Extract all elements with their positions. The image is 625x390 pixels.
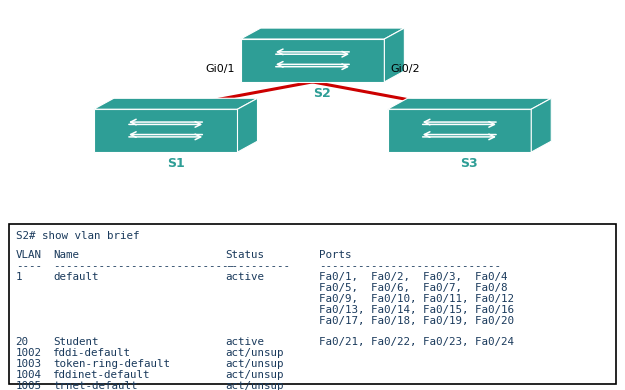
Text: 1002: 1002 xyxy=(16,348,42,358)
Text: act/unsup: act/unsup xyxy=(225,370,284,380)
Text: fddinet-default: fddinet-default xyxy=(53,370,151,380)
Text: active: active xyxy=(225,337,264,347)
Text: 1: 1 xyxy=(16,272,22,282)
Polygon shape xyxy=(388,109,531,152)
Text: trnet-default: trnet-default xyxy=(53,381,138,390)
Text: Student: Student xyxy=(53,337,99,347)
Text: ----------: ---------- xyxy=(225,261,290,271)
Text: S3: S3 xyxy=(461,157,478,170)
Text: 20: 20 xyxy=(16,337,29,347)
Polygon shape xyxy=(94,109,238,152)
Polygon shape xyxy=(388,98,551,109)
Text: ----------------------------: ---------------------------- xyxy=(319,261,501,271)
Polygon shape xyxy=(238,98,258,152)
Text: act/unsup: act/unsup xyxy=(225,348,284,358)
Polygon shape xyxy=(241,28,404,39)
Polygon shape xyxy=(241,39,384,82)
Text: Status: Status xyxy=(225,250,264,260)
Text: Fa0/1,  Fa0/2,  Fa0/3,  Fa0/4: Fa0/1, Fa0/2, Fa0/3, Fa0/4 xyxy=(319,272,508,282)
Text: VLAN: VLAN xyxy=(16,250,42,260)
Text: 1003: 1003 xyxy=(16,359,42,369)
FancyBboxPatch shape xyxy=(9,224,616,384)
Text: active: active xyxy=(225,272,264,282)
Text: default: default xyxy=(53,272,99,282)
Text: ----------------------------: ---------------------------- xyxy=(53,261,235,271)
Text: Ports: Ports xyxy=(319,250,351,260)
Text: token-ring-default: token-ring-default xyxy=(53,359,170,369)
Polygon shape xyxy=(531,98,551,152)
Text: 1004: 1004 xyxy=(16,370,42,380)
Text: Fa0/21, Fa0/22, Fa0/23, Fa0/24: Fa0/21, Fa0/22, Fa0/23, Fa0/24 xyxy=(319,337,514,347)
Polygon shape xyxy=(384,28,404,82)
Text: ----: ---- xyxy=(16,261,42,271)
Polygon shape xyxy=(94,98,258,109)
Text: Gi0/2: Gi0/2 xyxy=(391,64,420,74)
Text: act/unsup: act/unsup xyxy=(225,359,284,369)
Text: act/unsup: act/unsup xyxy=(225,381,284,390)
Text: Fa0/13, Fa0/14, Fa0/15, Fa0/16: Fa0/13, Fa0/14, Fa0/15, Fa0/16 xyxy=(319,305,514,315)
Text: Name: Name xyxy=(53,250,79,260)
Text: S2# show vlan brief: S2# show vlan brief xyxy=(16,231,139,241)
Text: 1005: 1005 xyxy=(16,381,42,390)
Text: fddi-default: fddi-default xyxy=(53,348,131,358)
Text: Gi0/1: Gi0/1 xyxy=(205,64,234,74)
Text: S2: S2 xyxy=(314,87,331,99)
Text: Fa0/9,  Fa0/10, Fa0/11, Fa0/12: Fa0/9, Fa0/10, Fa0/11, Fa0/12 xyxy=(319,294,514,304)
Text: Fa0/17, Fa0/18, Fa0/19, Fa0/20: Fa0/17, Fa0/18, Fa0/19, Fa0/20 xyxy=(319,316,514,326)
Text: S1: S1 xyxy=(167,157,184,170)
Text: Fa0/5,  Fa0/6,  Fa0/7,  Fa0/8: Fa0/5, Fa0/6, Fa0/7, Fa0/8 xyxy=(319,283,508,293)
